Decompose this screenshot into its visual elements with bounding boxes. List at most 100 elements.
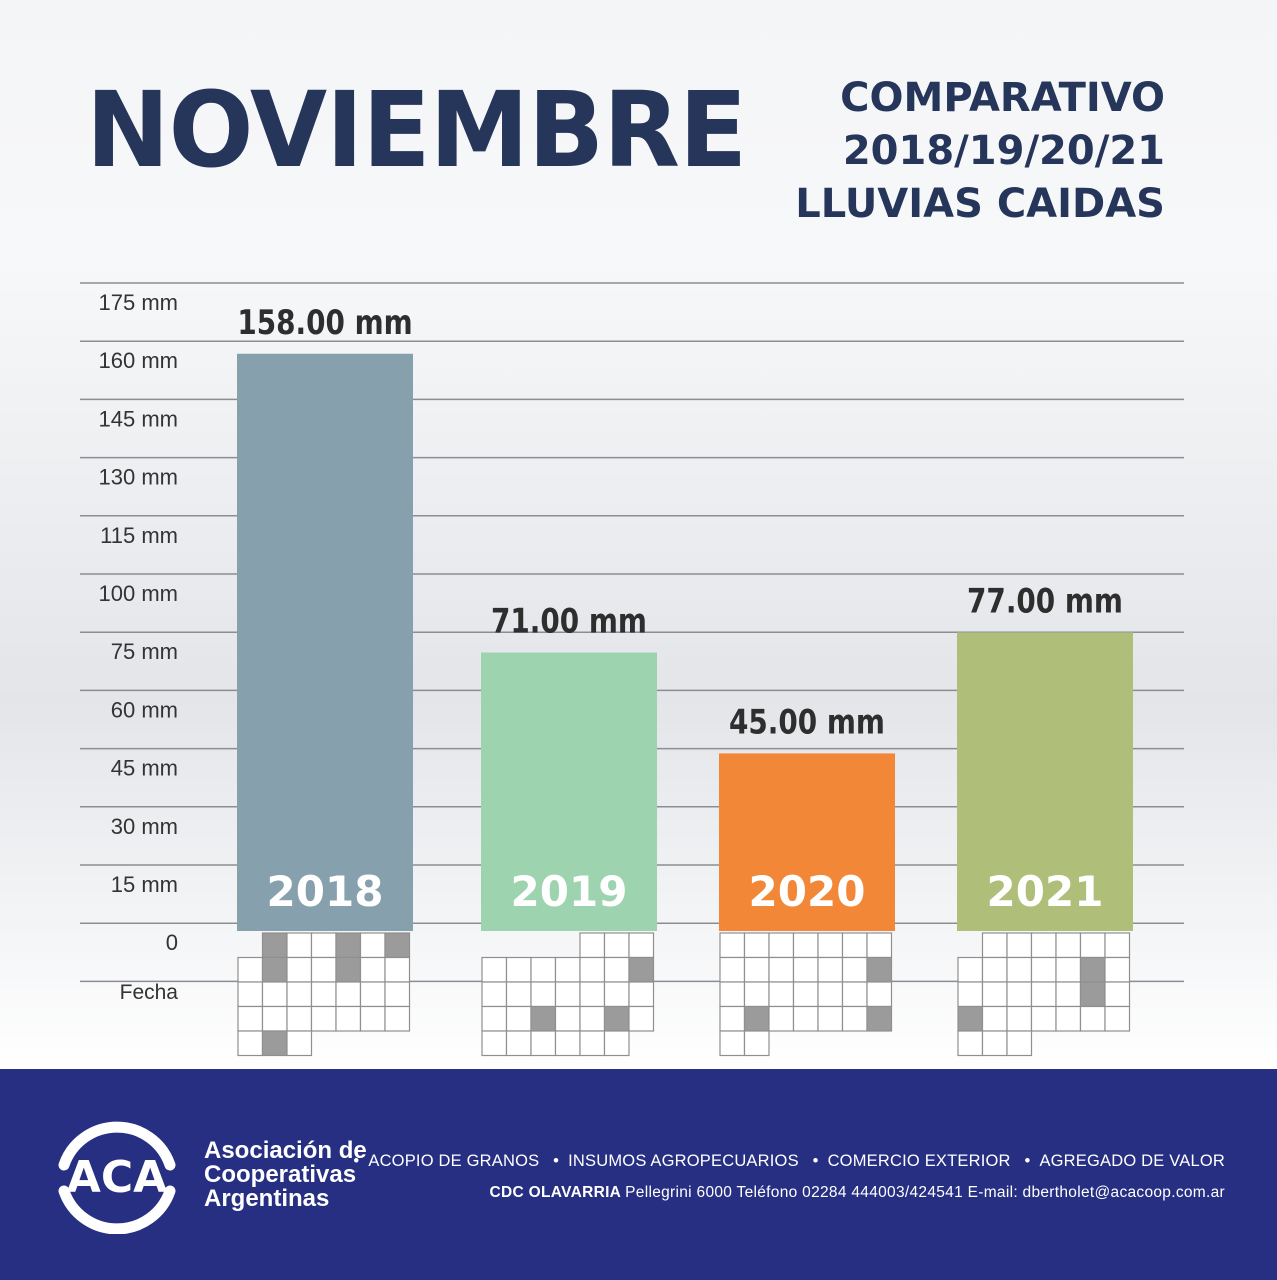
calendar-day: [719, 981, 746, 1008]
calendar-day: [1104, 981, 1131, 1008]
calendar-day: [981, 981, 1008, 1008]
calendar-day: [768, 1005, 795, 1032]
calendar-rain-day: [743, 1005, 770, 1032]
calendar-day: [817, 956, 844, 983]
calendar-day: [310, 981, 337, 1008]
calendar-day: [237, 1005, 264, 1032]
calendar-day: [237, 956, 264, 983]
calendar-day: [1079, 1005, 1106, 1032]
calendar-day: [310, 1005, 337, 1032]
calendar-rain-day: [530, 1005, 557, 1032]
calendar-rain-day: [1079, 981, 1106, 1008]
y-tick-label: 175 mm: [99, 290, 178, 315]
calendar-day: [792, 956, 819, 983]
bar-year-label: 2020: [749, 867, 866, 916]
calendar-day: [866, 981, 893, 1008]
calendar-day: [554, 1030, 581, 1057]
bar-value-label: 158.00 mm: [237, 303, 412, 342]
y-tick-label: 130 mm: [99, 465, 178, 490]
calendar-day: [1104, 1005, 1131, 1032]
calendar-day: [792, 1005, 819, 1032]
calendar-rain-day: [261, 956, 288, 983]
calendar-day: [981, 932, 1008, 959]
y-tick-label: 60 mm: [111, 697, 178, 722]
y-tick-label: 75 mm: [111, 639, 178, 664]
contact-line: CDC OLAVARRIA Pellegrini 6000 Teléfono 02…: [490, 1184, 1225, 1202]
calendar-day: [1055, 1005, 1082, 1032]
calendar-day: [286, 956, 313, 983]
calendar-rain-day: [603, 1005, 630, 1032]
calendar-day: [1030, 981, 1057, 1008]
calendar-day: [1030, 932, 1057, 959]
subtitle-line: LLUVIAS CAIDAS: [795, 181, 1165, 227]
calendar-day: [579, 981, 606, 1008]
calendar-day: [817, 1005, 844, 1032]
calendar-day: [792, 981, 819, 1008]
calendar-day: [505, 1030, 532, 1057]
calendar-day: [866, 932, 893, 959]
calendar-day: [981, 1030, 1008, 1057]
calendar-day: [1030, 956, 1057, 983]
service-item: AGREGADO DE VALOR: [1039, 1152, 1225, 1170]
calendar-day: [768, 932, 795, 959]
calendar-rain-day: [261, 932, 288, 959]
calendar-day: [286, 981, 313, 1008]
calendar-day: [237, 1030, 264, 1057]
calendar-day: [310, 932, 337, 959]
calendar-day: [957, 956, 984, 983]
calendar-day: [603, 956, 630, 983]
calendar-day: [1055, 956, 1082, 983]
bar-value-label: 71.00 mm: [491, 602, 647, 641]
association-line: Argentinas: [204, 1185, 330, 1212]
page-title: NOVIEMBRE: [86, 69, 747, 191]
calendar-day: [359, 981, 386, 1008]
calendar-day: [286, 1005, 313, 1032]
calendar-rain-day: [1079, 956, 1106, 983]
bar-year-label: 2019: [511, 867, 628, 916]
calendar-day: [743, 956, 770, 983]
calendar-rain-day: [957, 1005, 984, 1032]
calendar-day: [579, 1030, 606, 1057]
calendar-day: [1104, 956, 1131, 983]
calendar-day: [841, 932, 868, 959]
calendar-day: [359, 1005, 386, 1032]
service-item: ACOPIO DE GRANOS: [368, 1152, 540, 1170]
calendar-rain-day: [335, 956, 362, 983]
calendar-day: [554, 956, 581, 983]
calendar-day: [768, 981, 795, 1008]
bar: [237, 353, 413, 931]
calendar-day: [237, 981, 264, 1008]
calendar-day: [792, 932, 819, 959]
calendar-day: [1006, 956, 1033, 983]
calendar-day: [384, 956, 411, 983]
calendar-day: [1006, 981, 1033, 1008]
y-tick-label: 0: [166, 930, 178, 955]
calendar-day: [817, 932, 844, 959]
calendar-day: [310, 956, 337, 983]
calendar-day: [603, 1030, 630, 1057]
calendar-day: [286, 1030, 313, 1057]
calendar-day: [719, 932, 746, 959]
calendar-day: [1030, 1005, 1057, 1032]
y-tick-label: 115 mm: [100, 523, 178, 548]
y-tick-label: 30 mm: [111, 814, 178, 839]
calendar-day: [1006, 1005, 1033, 1032]
y-tick-label: 160 mm: [99, 348, 178, 373]
y-tick-label: 145 mm: [99, 406, 178, 431]
page-subtitle: COMPARATIVO 2018/19/20/21 LLUVIAS CAIDAS: [795, 72, 1165, 231]
calendar-day: [603, 981, 630, 1008]
calendar-day: [841, 1005, 868, 1032]
calendar-day: [505, 981, 532, 1008]
bar-year-label: 2018: [267, 867, 384, 916]
calendar-day: [603, 932, 630, 959]
calendar-day: [481, 981, 508, 1008]
calendar-day: [359, 932, 386, 959]
footer-banner: ACA Asociación de Cooperativas Argentina…: [0, 1069, 1277, 1280]
calendar-day: [841, 956, 868, 983]
calendar-day: [743, 932, 770, 959]
calendar-day: [628, 932, 655, 959]
calendar-day: [1079, 932, 1106, 959]
calendar-day: [554, 1005, 581, 1032]
association-line: Asociación de: [204, 1137, 367, 1164]
calendar-day: [530, 1030, 557, 1057]
